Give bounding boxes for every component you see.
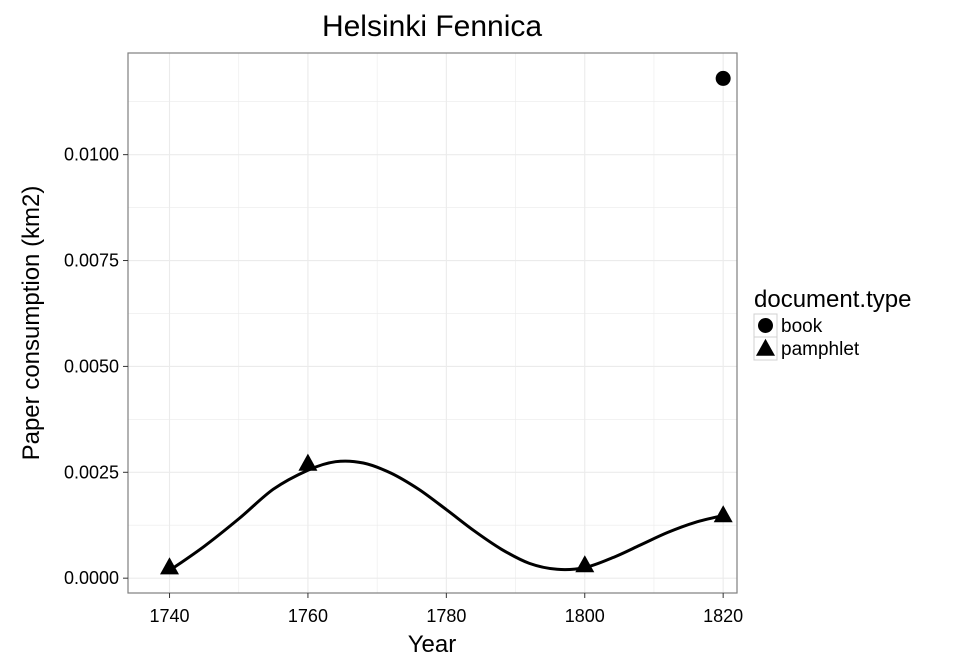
pamphlet-smooth-line <box>168 459 724 572</box>
pamphlet-point <box>575 555 595 573</box>
legend-triangle-icon <box>756 338 775 356</box>
y-axis: 0.0000 0.0025 0.0050 0.0075 0.0100 <box>64 145 128 588</box>
x-tick-label: 1760 <box>288 606 328 626</box>
legend-label: book <box>781 316 823 337</box>
x-axis: 1740 1760 1780 1800 1820 <box>149 593 743 626</box>
y-tick-label: 0.0100 <box>64 145 119 165</box>
y-tick-label: 0.0000 <box>64 568 119 588</box>
y-tick-label: 0.0050 <box>64 356 119 376</box>
legend-label: pamphlet <box>781 339 860 360</box>
book-point <box>715 70 731 86</box>
x-tick-label: 1780 <box>426 606 466 626</box>
legend-circle-icon <box>758 318 773 333</box>
pamphlet-point <box>713 505 733 523</box>
x-tick-label: 1800 <box>565 606 605 626</box>
chart-title: Helsinki Fennica <box>322 10 542 43</box>
x-tick-label: 1740 <box>149 606 189 626</box>
y-axis-title: Paper consumption (km2) <box>18 186 45 461</box>
plot-panel-border <box>127 52 738 594</box>
x-tick-label: 1820 <box>703 606 743 626</box>
pamphlet-point <box>160 557 179 575</box>
y-tick-label: 0.0025 <box>64 462 119 482</box>
data-points <box>160 70 733 575</box>
y-tick-label: 0.0075 <box>64 251 119 271</box>
x-axis-title: Year <box>408 631 457 658</box>
pamphlet-point <box>298 453 318 471</box>
grid <box>128 53 737 593</box>
smooth-curve-layer <box>168 459 724 572</box>
legend-title: document.type <box>754 286 911 313</box>
